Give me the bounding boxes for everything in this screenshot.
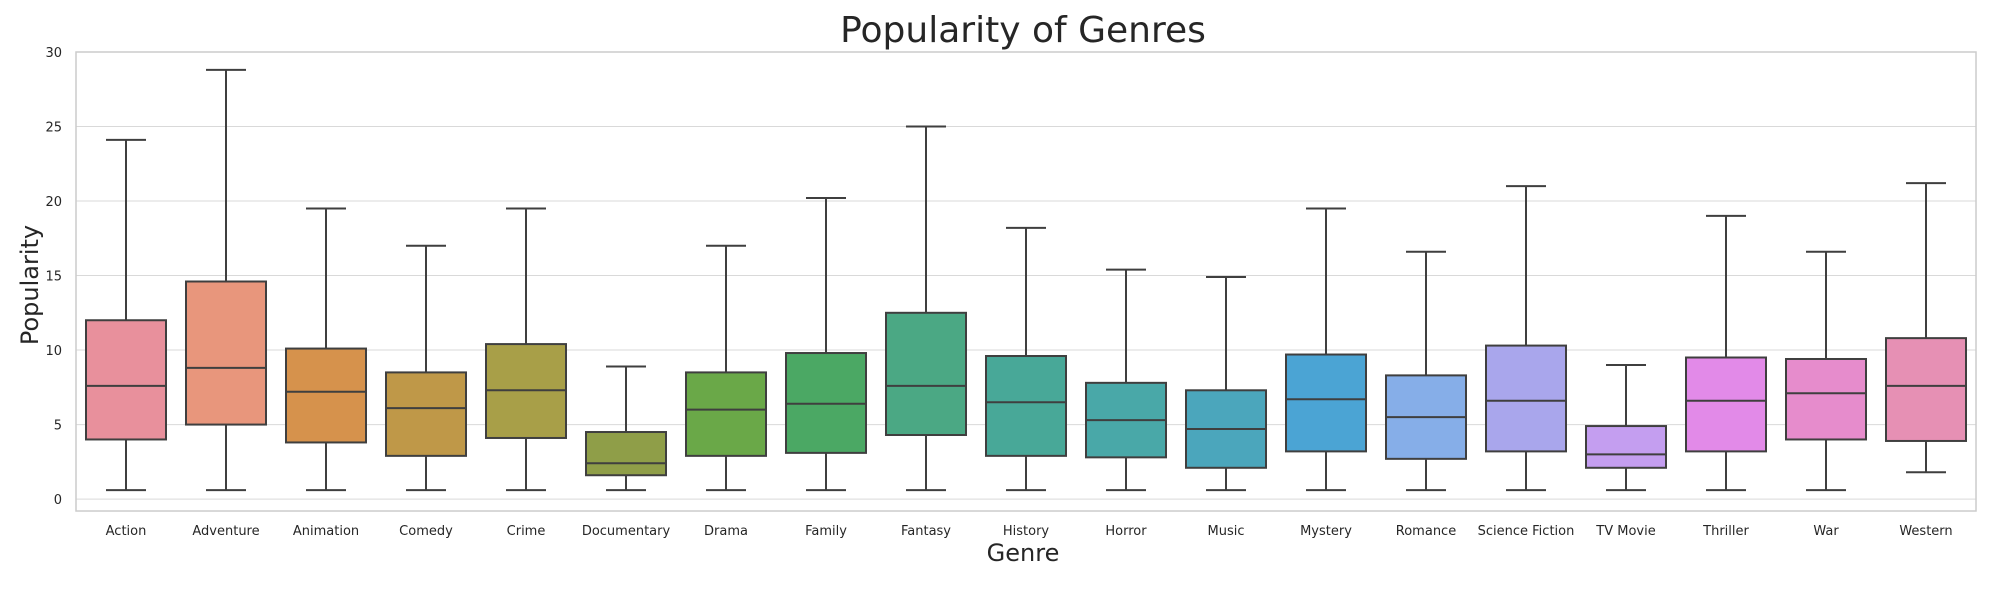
box-documentary (585, 365, 667, 492)
iqr-box (1785, 357, 1867, 441)
iqr-box (1485, 344, 1567, 453)
y-tick-label: 30 (45, 46, 62, 61)
x-tick-label: Music (1208, 524, 1245, 539)
iqr-box (185, 280, 267, 426)
x-tick-label: War (1813, 524, 1839, 539)
x-tick-label: Mystery (1300, 524, 1352, 539)
x-tick-label: Thriller (1702, 524, 1749, 539)
box-action (85, 138, 167, 492)
x-axis-label: Genre (987, 539, 1060, 567)
x-tick-label: Comedy (399, 524, 453, 539)
iqr-box (885, 311, 967, 436)
iqr-box (285, 347, 367, 444)
x-tick-label: Crime (507, 524, 546, 539)
iqr-box (1685, 356, 1767, 453)
box-adventure (185, 68, 267, 492)
x-tick-label: Romance (1396, 524, 1456, 539)
box-animation (285, 207, 367, 492)
iqr-box (1285, 353, 1367, 453)
x-tick-label: Action (106, 524, 147, 539)
iqr-box (585, 431, 667, 477)
x-tick-label: History (1003, 524, 1050, 539)
x-tick-label: Documentary (582, 524, 671, 539)
box-western (1885, 182, 1967, 474)
iqr-box (985, 355, 1067, 457)
box-comedy (385, 244, 467, 492)
y-axis-label: Popularity (16, 225, 44, 345)
y-tick-label: 5 (54, 419, 62, 434)
x-tick-label: Animation (293, 524, 359, 539)
box-drama (685, 244, 767, 492)
plot-frame (75, 51, 1977, 512)
iqr-box (85, 319, 167, 441)
y-axis-ticks: 0 5 10 15 20 25 30 (45, 46, 62, 508)
iqr-box (1885, 337, 1967, 442)
x-tick-label: Science Fiction (1478, 524, 1575, 539)
box-family (785, 197, 867, 492)
chart-title: Popularity of Genres (840, 10, 1206, 51)
box-romance (1385, 250, 1467, 492)
x-tick-label: Drama (704, 524, 748, 539)
x-tick-label: Fantasy (901, 524, 951, 539)
x-tick-label: TV Movie (1595, 524, 1655, 539)
box-music (1185, 276, 1267, 492)
x-tick-label: Horror (1105, 524, 1147, 539)
box-history (985, 226, 1067, 492)
iqr-box (385, 371, 467, 457)
iqr-box (685, 371, 767, 457)
x-axis-ticks: Action Adventure Animation Comedy Crime Docum… (106, 524, 1953, 539)
x-tick-label: Adventure (192, 524, 259, 539)
y-tick-label: 15 (45, 270, 62, 285)
y-tick-label: 20 (45, 195, 62, 210)
y-tick-label: 10 (45, 344, 62, 359)
box-mystery (1285, 207, 1367, 492)
x-tick-label: Family (805, 524, 847, 539)
box-tv-movie (1585, 363, 1667, 492)
box-fantasy (885, 125, 967, 492)
y-tick-label: 0 (54, 493, 62, 508)
x-tick-label: Western (1899, 524, 1952, 539)
y-tick-label: 25 (45, 121, 62, 136)
box-crime (485, 207, 567, 492)
box-science-fiction (1485, 185, 1567, 492)
box-horror (1085, 268, 1167, 492)
box-series (85, 68, 1967, 492)
box-war (1785, 250, 1867, 492)
box-thriller (1685, 214, 1767, 492)
iqr-box (1585, 425, 1667, 469)
